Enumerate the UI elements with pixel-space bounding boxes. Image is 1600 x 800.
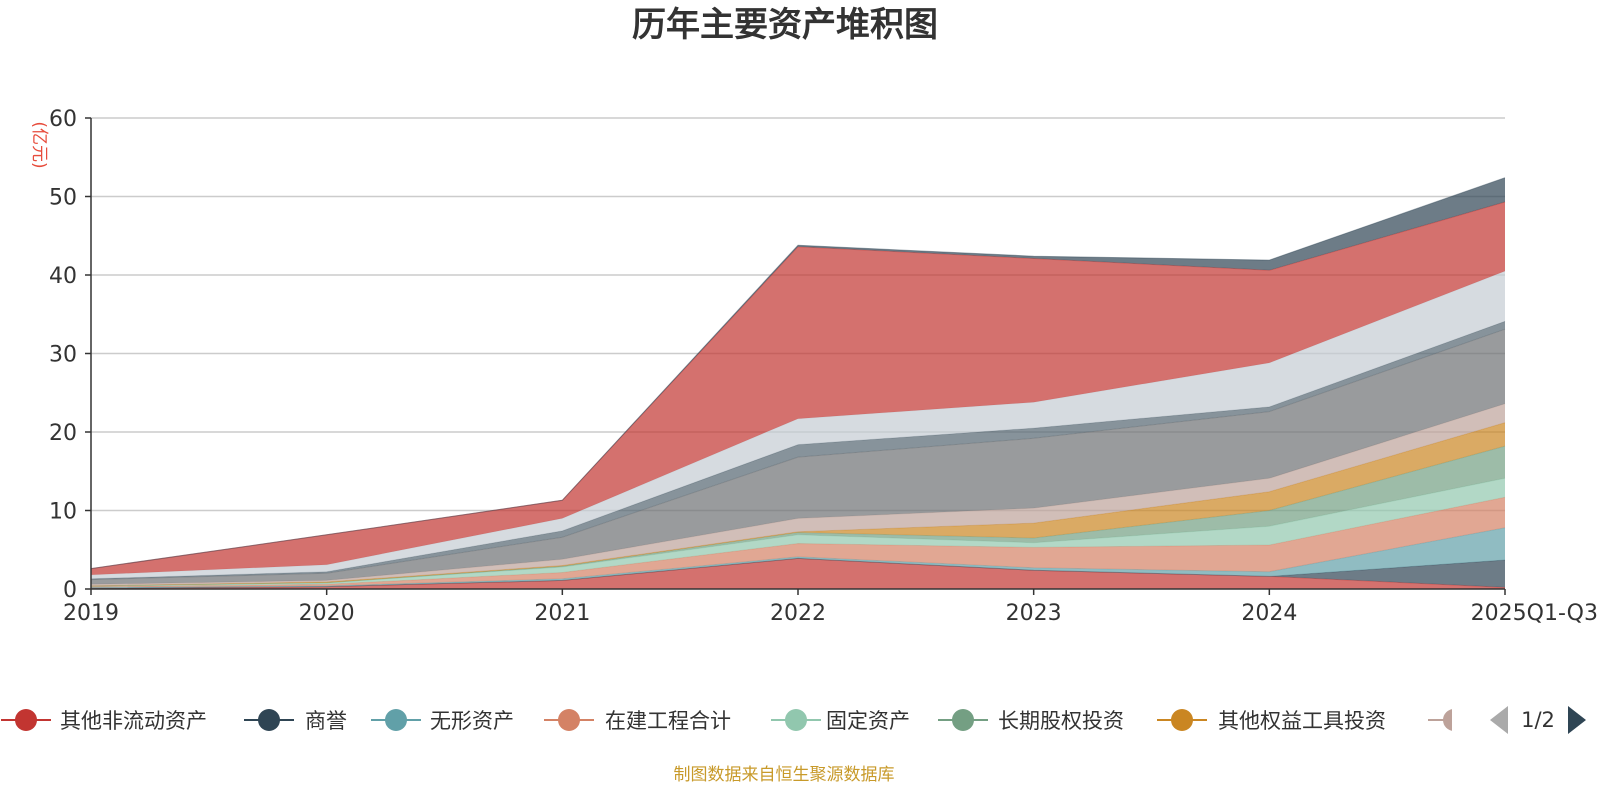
legend-label: 在建工程合计 xyxy=(605,709,731,733)
x-tick-label: 2025Q1-Q3 xyxy=(1471,601,1598,626)
axes xyxy=(85,117,1506,595)
legend-item[interactable] xyxy=(1428,709,1465,731)
y-tick-label: 30 xyxy=(49,343,77,368)
area-8 xyxy=(91,403,1505,586)
area-1 xyxy=(91,558,1505,589)
y-tick-label: 40 xyxy=(49,264,77,289)
y-axis-unit-label: (亿元) xyxy=(29,121,49,168)
legend-item[interactable]: 其他非流动资产 xyxy=(1,709,207,733)
x-tick-label: 2020 xyxy=(299,601,355,626)
legend-marker xyxy=(785,709,807,731)
legend: 其他非流动资产 商誉 无形资产 在建工程合计 固定资产 长期股权投资 其他权益工具投资 xyxy=(1,709,1465,733)
x-tick-label: 2024 xyxy=(1241,601,1297,626)
x-tick-label: 2022 xyxy=(770,601,826,626)
legend-marker xyxy=(952,709,974,731)
x-tick-label: 2023 xyxy=(1006,601,1062,626)
y-tick-label: 20 xyxy=(49,421,77,446)
chart-title: 历年主要资产堆积图 xyxy=(632,5,938,45)
area-9 xyxy=(91,329,1505,585)
legend-item[interactable]: 在建工程合计 xyxy=(544,709,731,733)
y-tick-label: 10 xyxy=(49,500,77,525)
area-4 xyxy=(91,497,1505,588)
area-12 xyxy=(91,202,1505,575)
x-tick-labels: 2019 2020 2021 2022 2023 2024 2025Q1-Q3 xyxy=(63,601,1598,626)
area-11 xyxy=(91,271,1505,579)
legend-label: 商誉 xyxy=(305,709,347,733)
legend-prev-page-icon[interactable] xyxy=(1490,706,1508,734)
area-series xyxy=(90,177,1506,589)
legend-marker xyxy=(1443,709,1452,731)
legend-item[interactable]: 商誉 xyxy=(244,709,347,733)
legend-next-page-icon[interactable] xyxy=(1568,706,1586,734)
y-tick-label: 60 xyxy=(49,107,77,132)
legend-label: 固定资产 xyxy=(826,709,910,733)
legend-pager: 1/2 xyxy=(1490,706,1586,734)
legend-label: 无形资产 xyxy=(430,709,514,733)
data-source-note: 制图数据来自恒生聚源数据库 xyxy=(674,765,895,785)
x-tick-label: 2021 xyxy=(534,601,590,626)
legend-marker xyxy=(15,709,37,731)
legend-item[interactable]: 其他权益工具投资 xyxy=(1157,709,1386,733)
legend-item[interactable]: 无形资产 xyxy=(371,709,514,733)
legend-page-indicator: 1/2 xyxy=(1521,708,1555,732)
legend-label: 其他非流动资产 xyxy=(60,709,207,733)
area-7 xyxy=(91,422,1505,586)
y-tick-label: 50 xyxy=(49,186,77,211)
area-6 xyxy=(91,446,1505,586)
legend-item[interactable]: 固定资产 xyxy=(771,709,910,733)
area-3 xyxy=(91,527,1505,589)
y-tick-labels: 0 10 20 30 40 50 60 xyxy=(49,107,77,603)
legend-marker xyxy=(385,709,407,731)
legend-marker xyxy=(1171,709,1193,731)
legend-item[interactable]: 长期股权投资 xyxy=(938,709,1124,733)
area-5 xyxy=(91,478,1505,587)
x-tick-label: 2019 xyxy=(63,601,119,626)
area-10 xyxy=(91,321,1505,580)
legend-label: 长期股权投资 xyxy=(998,709,1124,733)
y-tick-label: 0 xyxy=(63,578,77,603)
legend-label: 其他权益工具投资 xyxy=(1218,709,1386,733)
area-edge-13 xyxy=(90,177,1506,570)
legend-marker xyxy=(258,709,280,731)
legend-marker xyxy=(558,709,580,731)
